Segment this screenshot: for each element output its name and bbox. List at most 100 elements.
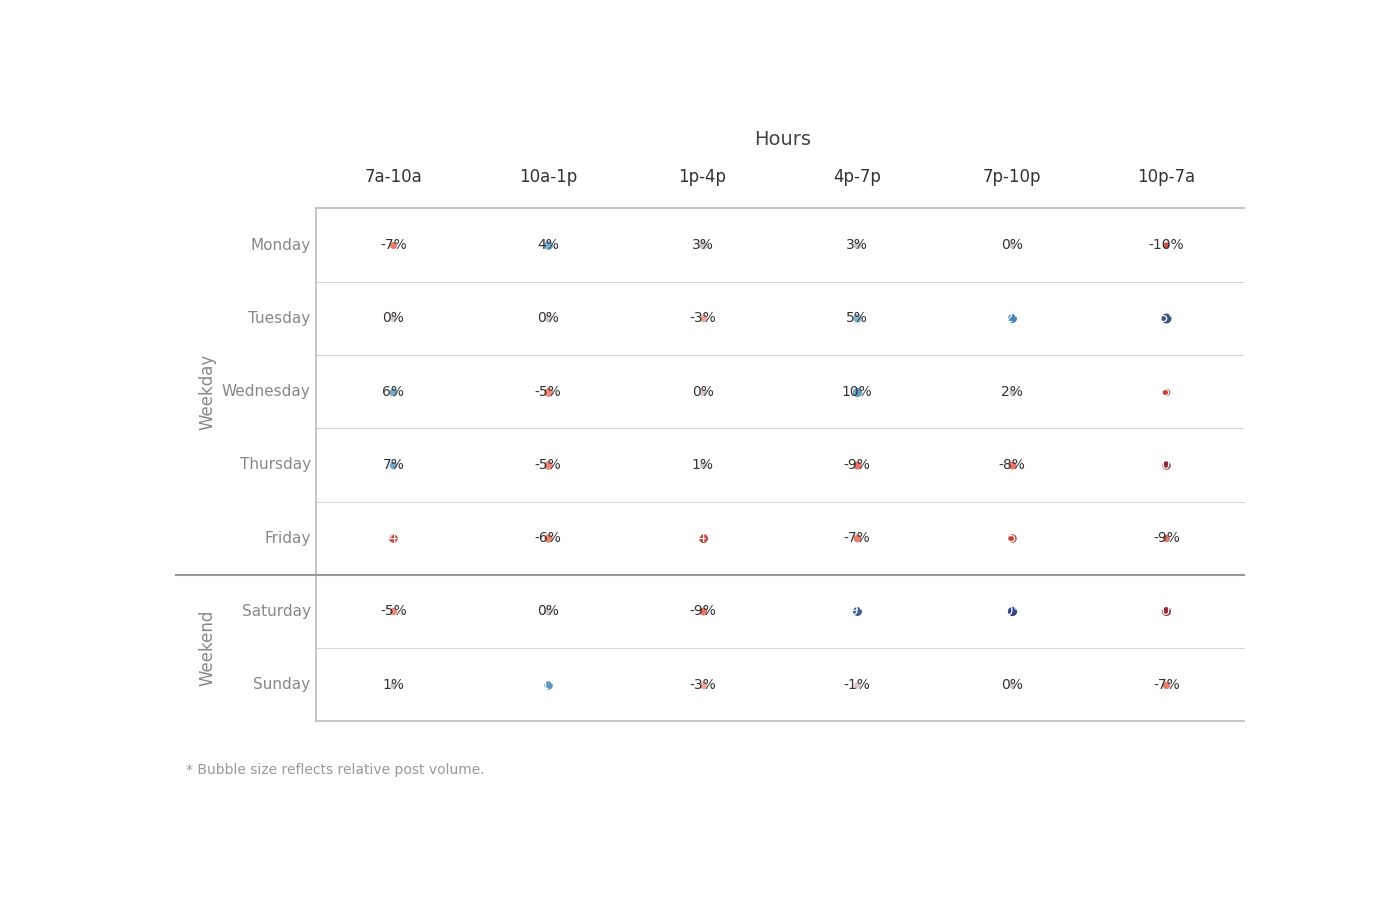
- Point: [536, 311, 559, 326]
- Point: [846, 678, 868, 692]
- Text: 0%: 0%: [538, 311, 559, 326]
- Text: -15%: -15%: [994, 531, 1029, 545]
- Text: -5%: -5%: [379, 605, 407, 618]
- Text: * Bubble size reflects relative post volume.: * Bubble size reflects relative post vol…: [186, 763, 484, 777]
- Point: [692, 311, 714, 326]
- Text: Friday: Friday: [265, 531, 311, 545]
- Point: [1001, 311, 1023, 326]
- Text: Weekend: Weekend: [199, 610, 217, 686]
- Text: Thursday: Thursday: [239, 457, 311, 472]
- Point: [1001, 238, 1023, 252]
- Point: [382, 384, 405, 399]
- Text: -14%: -14%: [375, 531, 412, 545]
- Text: -3%: -3%: [689, 311, 715, 326]
- Text: 10%: 10%: [841, 384, 872, 399]
- Text: Sunday: Sunday: [253, 677, 311, 692]
- Text: Monday: Monday: [251, 238, 311, 253]
- Point: [1155, 238, 1177, 252]
- Text: 10p-7a: 10p-7a: [1137, 168, 1196, 186]
- Text: 1p-4p: 1p-4p: [679, 168, 727, 186]
- Text: -6%: -6%: [535, 531, 561, 545]
- Text: 4p-7p: 4p-7p: [833, 168, 881, 186]
- Text: -7%: -7%: [379, 238, 407, 252]
- Point: [1001, 531, 1023, 545]
- Text: -7%: -7%: [844, 531, 871, 545]
- Text: -1%: -1%: [844, 678, 871, 692]
- Point: [1155, 384, 1177, 399]
- Text: -10%: -10%: [1148, 238, 1184, 252]
- Text: Weekday: Weekday: [199, 354, 217, 430]
- Point: [382, 238, 405, 252]
- Text: 0%: 0%: [538, 605, 559, 618]
- Text: 0%: 0%: [1001, 678, 1023, 692]
- Point: [536, 604, 559, 618]
- Point: [1001, 604, 1023, 618]
- Text: 10a-1p: 10a-1p: [519, 168, 577, 186]
- Text: 7%: 7%: [382, 458, 405, 472]
- Text: -9%: -9%: [844, 458, 871, 472]
- Point: [846, 458, 868, 473]
- Text: 12%: 12%: [997, 311, 1028, 326]
- Point: [536, 678, 559, 692]
- Text: 3%: 3%: [846, 238, 868, 252]
- Text: 7a-10a: 7a-10a: [364, 168, 423, 186]
- Point: [1001, 458, 1023, 473]
- Point: [1155, 458, 1177, 473]
- Text: Tuesday: Tuesday: [248, 310, 311, 326]
- Point: [692, 384, 714, 399]
- Text: 25%: 25%: [1151, 311, 1182, 326]
- Text: 5%: 5%: [846, 311, 868, 326]
- Point: [382, 531, 405, 545]
- Point: [382, 678, 405, 692]
- Point: [382, 458, 405, 473]
- Text: 0%: 0%: [1001, 238, 1023, 252]
- Text: -5%: -5%: [535, 458, 561, 472]
- Text: 0%: 0%: [692, 384, 714, 399]
- Point: [1155, 678, 1177, 692]
- Text: -8%: -8%: [998, 458, 1025, 472]
- Text: Wednesday: Wednesday: [221, 384, 311, 399]
- Text: 19%: 19%: [841, 605, 872, 618]
- Text: -5%: -5%: [535, 384, 561, 399]
- Point: [1155, 531, 1177, 545]
- Point: [692, 678, 714, 692]
- Point: [846, 384, 868, 399]
- Point: [846, 311, 868, 326]
- Point: [846, 604, 868, 618]
- Point: [1155, 311, 1177, 326]
- Text: 1%: 1%: [692, 458, 714, 472]
- Point: [1001, 678, 1023, 692]
- Point: [692, 458, 714, 473]
- Point: [536, 238, 559, 252]
- Text: -3%: -3%: [689, 678, 715, 692]
- Text: 4%: 4%: [538, 238, 559, 252]
- Point: [536, 531, 559, 545]
- Text: -15%: -15%: [1148, 384, 1184, 399]
- Text: -14%: -14%: [685, 531, 721, 545]
- Text: 0%: 0%: [382, 311, 405, 326]
- Text: 11%: 11%: [532, 678, 563, 692]
- Point: [1155, 604, 1177, 618]
- Text: Hours: Hours: [755, 130, 811, 148]
- Point: [846, 238, 868, 252]
- Text: -20%: -20%: [1148, 458, 1184, 472]
- Text: -20%: -20%: [1148, 605, 1184, 618]
- Point: [692, 238, 714, 252]
- Text: -7%: -7%: [1154, 678, 1180, 692]
- Text: 6%: 6%: [382, 384, 405, 399]
- Point: [536, 458, 559, 473]
- Point: [692, 604, 714, 618]
- Text: 2%: 2%: [1001, 384, 1023, 399]
- Point: [382, 311, 405, 326]
- Point: [536, 384, 559, 399]
- Text: 30%: 30%: [997, 605, 1028, 618]
- Text: -9%: -9%: [689, 605, 715, 618]
- Point: [1001, 384, 1023, 399]
- Text: 1%: 1%: [382, 678, 405, 692]
- Text: 3%: 3%: [692, 238, 714, 252]
- Point: [846, 531, 868, 545]
- Text: -9%: -9%: [1154, 531, 1180, 545]
- Point: [382, 604, 405, 618]
- Text: Saturday: Saturday: [242, 604, 311, 619]
- Text: 7p-10p: 7p-10p: [983, 168, 1042, 186]
